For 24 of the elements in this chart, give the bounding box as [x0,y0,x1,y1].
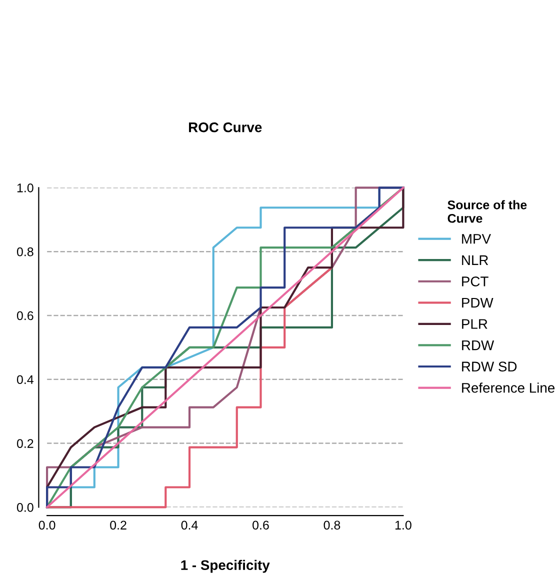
x-axis-title: 1 - Specificity [181,560,270,573]
legend-label: RDW SD [462,362,517,372]
legend-title: Source of the Curve [448,200,527,223]
x-tick-label: 0.2 [110,520,126,530]
y-tick-label: 0.6 [16,311,34,320]
x-tick-label: 0.6 [252,520,269,530]
legend-label: MPV [462,234,491,244]
legend-label: Reference Line [462,382,555,393]
y-tick-label: 0.8 [16,247,34,256]
y-tick-label: 0.0 [16,503,34,512]
x-tick-label: 0.8 [324,520,340,530]
line-series [46,186,404,508]
y-tick-label: 0.2 [16,439,34,448]
chart-title: ROC Curve [189,122,262,132]
x-tick-label: 0.4 [181,520,198,530]
legend-label: PDW [462,298,494,308]
legend-label: PCT [462,276,488,286]
y-tick-label: 0.4 [16,375,34,384]
y-tick-label: 1.0 [17,183,34,192]
legend-label: PLR [462,319,488,329]
x-tick-label: 1.0 [395,520,412,530]
x-tick-label: 0.0 [38,520,56,530]
legend-label: RDW [462,340,494,350]
legend-label: NLR [462,255,488,265]
